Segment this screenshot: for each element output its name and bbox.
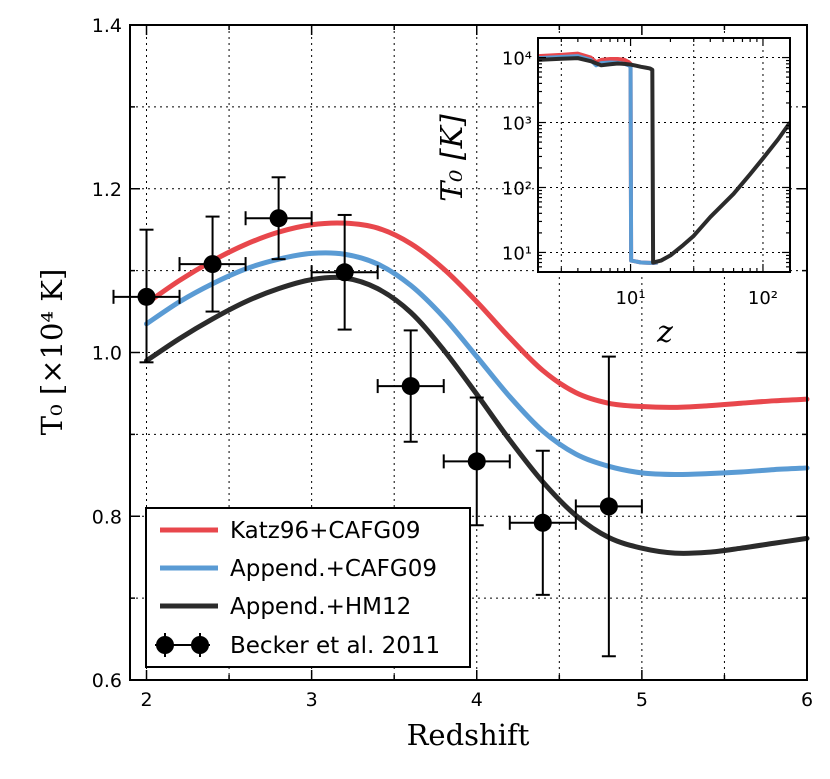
legend-label: Append.+HM12 xyxy=(230,594,411,620)
legend-item-append-cafg09: Append.+CAFG09 xyxy=(160,556,437,582)
legend-label: Becker et al. 2011 xyxy=(230,633,440,659)
y-tick-label: 0.6 xyxy=(92,670,122,692)
data-point xyxy=(508,449,577,596)
data-marker xyxy=(467,452,486,471)
legend-item-katz96-cafg09: Katz96+CAFG09 xyxy=(160,518,421,544)
x-tick-label: 5 xyxy=(636,689,648,711)
legend-item-append-hm12: Append.+HM12 xyxy=(160,594,411,620)
legend-label: Append.+CAFG09 xyxy=(230,556,437,582)
inset-y-axis-title: T₀ [K] xyxy=(435,114,470,202)
y-axis-title: T₀ [×10⁴ K] xyxy=(35,269,69,436)
legend-marker xyxy=(156,636,174,654)
legend-label: Katz96+CAFG09 xyxy=(230,518,421,544)
data-point xyxy=(112,228,181,364)
data-marker xyxy=(533,513,552,532)
inset-plot-background xyxy=(538,38,790,272)
inset-x-tick-label: 10¹ xyxy=(615,288,645,309)
y-tick-label: 0.8 xyxy=(92,506,122,528)
inset-tick-labels: 10¹ 10² 10¹ 10² 10³ 10⁴ xyxy=(502,49,778,309)
x-tick-label: 3 xyxy=(306,689,318,711)
main-axis-ticks xyxy=(130,24,808,681)
inset-line-append-hm12 xyxy=(538,56,790,265)
data-point xyxy=(376,329,445,443)
series-line-append-hm12 xyxy=(144,274,810,556)
data-point xyxy=(310,213,379,331)
y-tick-label: 1.4 xyxy=(92,15,122,37)
main-tick-labels: 2 3 4 5 6 0.6 0.8 1.0 1.2 1.4 xyxy=(92,15,813,711)
data-marker xyxy=(335,263,354,282)
legend-item-becker-2011: Becker et al. 2011 xyxy=(155,633,440,659)
inset-y-tick-label: 10³ xyxy=(502,114,532,135)
main-data-points xyxy=(112,176,643,658)
inset-x-axis-title: z xyxy=(656,315,673,350)
inset-plot-frame xyxy=(537,37,791,273)
data-point xyxy=(574,355,643,658)
inset-y-tick-label: 10¹ xyxy=(502,243,532,264)
x-axis-title: Redshift xyxy=(407,718,530,752)
data-marker xyxy=(137,287,156,306)
legend-marker xyxy=(191,636,209,654)
data-point xyxy=(178,215,247,313)
inset-y-tick-label: 10⁴ xyxy=(502,49,532,70)
x-tick-label: 4 xyxy=(471,689,483,711)
x-tick-label: 6 xyxy=(801,689,813,711)
inset-series-lines xyxy=(538,51,790,265)
data-marker xyxy=(401,377,420,396)
data-marker xyxy=(599,497,618,516)
x-tick-label: 2 xyxy=(140,689,152,711)
main-series-lines xyxy=(144,220,810,556)
data-point xyxy=(244,176,313,261)
inset-x-tick-label: 10² xyxy=(748,288,778,309)
series-line-append-cafg09 xyxy=(144,250,810,478)
legend: Katz96+CAFG09 Append.+CAFG09 Append.+HM1… xyxy=(145,507,471,668)
data-marker xyxy=(203,255,222,274)
data-point xyxy=(442,396,511,527)
inset-plot: 10¹ 10² 10¹ 10² 10³ 10⁴ z T₀ [K] xyxy=(435,37,791,350)
y-tick-label: 1.2 xyxy=(92,179,122,201)
inset-axis-ticks xyxy=(537,37,790,273)
y-tick-label: 1.0 xyxy=(92,343,122,365)
inset-y-tick-label: 10² xyxy=(502,178,532,199)
data-marker xyxy=(269,209,288,228)
series-line-katz96-cafg09 xyxy=(144,220,810,410)
